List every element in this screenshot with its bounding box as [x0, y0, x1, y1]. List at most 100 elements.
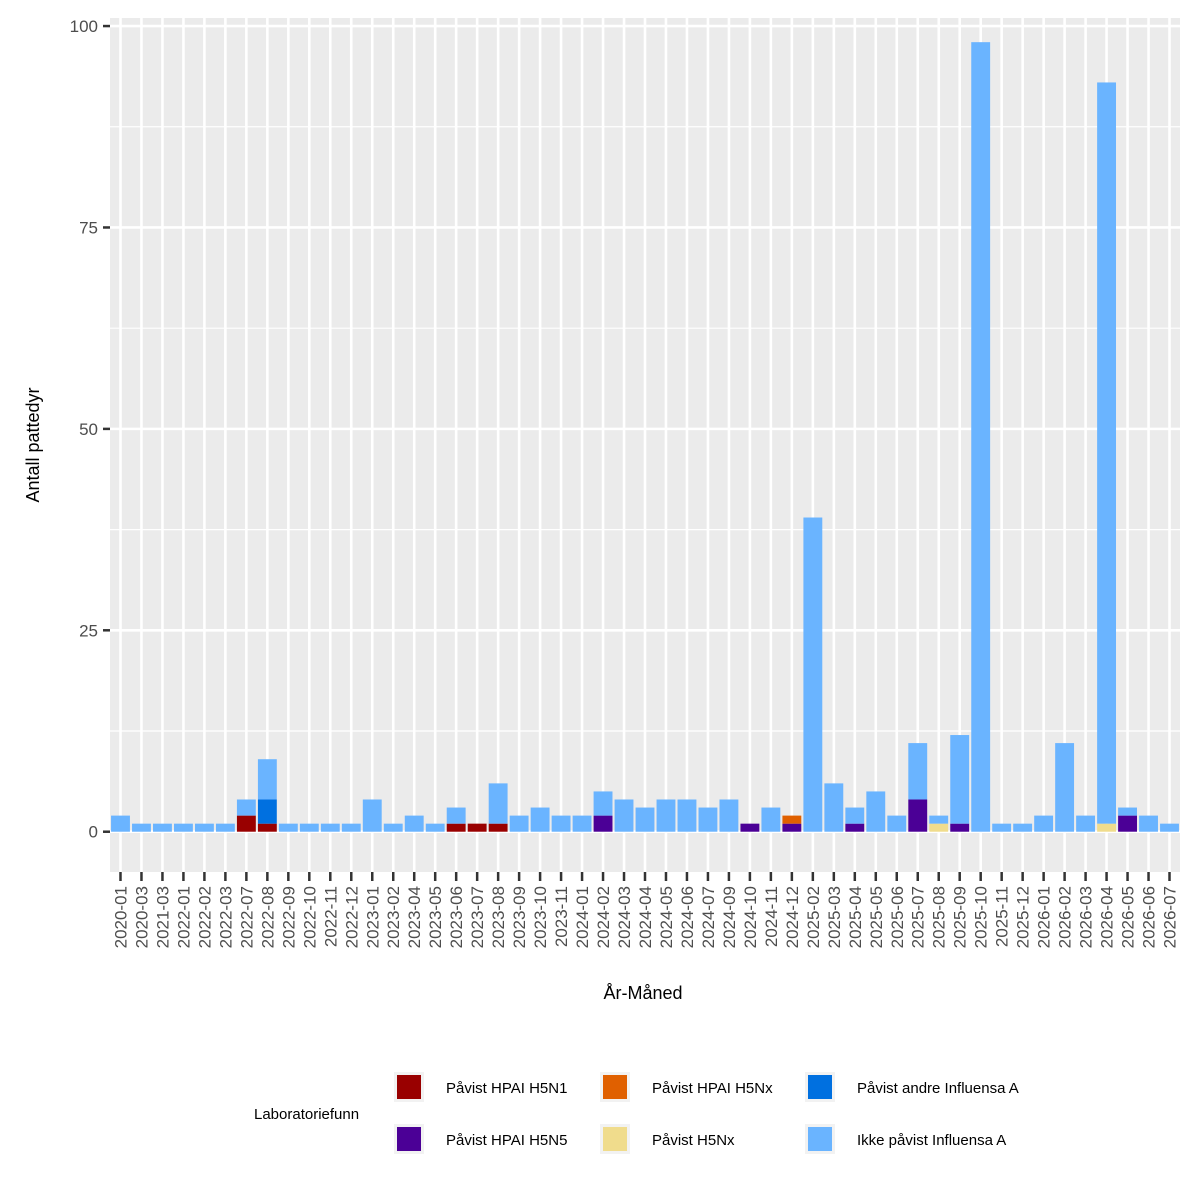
bar-segment: [971, 42, 991, 832]
x-tick-label: 2023-09: [510, 886, 529, 948]
x-tick-label: 2022-02: [195, 886, 214, 948]
bar-segment: [761, 807, 781, 832]
bar-segment: [929, 815, 949, 824]
bar-segment: [215, 823, 235, 832]
bar-segment: [845, 823, 865, 832]
bar-segment: [236, 815, 256, 832]
bars: [111, 42, 1179, 832]
bar-segment: [341, 823, 361, 832]
bar-segment: [635, 807, 655, 832]
x-tick-label: 2022-10: [300, 886, 319, 948]
x-tick-label: 2020-03: [132, 886, 151, 948]
x-tick-label: 2025-08: [930, 886, 949, 948]
bar-segment: [887, 815, 907, 832]
bar-segment: [593, 791, 613, 816]
bar-segment: [299, 823, 319, 832]
bar-segment: [257, 759, 277, 800]
x-tick-label: 2022-08: [258, 886, 277, 948]
bar-segment: [1055, 743, 1075, 832]
bar-segment: [719, 799, 739, 832]
x-tick-label: 2026-04: [1098, 886, 1117, 948]
bar-segment: [362, 799, 382, 832]
y-axis-title: Antall pattedyr: [23, 387, 43, 502]
x-tick-label: 2024-02: [594, 886, 613, 948]
bar-segment: [488, 823, 508, 832]
x-tick-label: 2026-03: [1077, 886, 1096, 948]
x-tick-label: 2023-01: [363, 886, 382, 948]
x-tick-label: 2025-09: [951, 886, 970, 948]
y-tick-label: 75: [79, 218, 98, 237]
bar-segment: [1013, 823, 1033, 832]
x-tick-label: 2024-01: [573, 886, 592, 948]
x-tick-label: 2024-03: [615, 886, 634, 948]
x-tick-label: 2026-07: [1161, 886, 1180, 948]
bar-segment: [1097, 82, 1117, 824]
x-tick-label: 2024-09: [720, 886, 739, 948]
bar-segment: [278, 823, 298, 832]
bar-segment: [992, 823, 1012, 832]
bar-segment: [824, 783, 844, 832]
x-tick-label: 2025-12: [1014, 886, 1033, 948]
x-tick-label: 2025-11: [993, 886, 1012, 947]
x-tick-label: 2023-04: [405, 886, 424, 948]
y-tick-label: 50: [79, 420, 98, 439]
bar-segment: [845, 807, 865, 824]
x-tick-label: 2025-02: [804, 886, 823, 948]
x-tick-label: 2024-10: [741, 886, 760, 948]
x-tick-label: 2022-01: [174, 886, 193, 948]
bar-segment: [740, 823, 760, 832]
legend-swatch: [808, 1127, 832, 1151]
x-tick-label: 2025-07: [909, 886, 928, 948]
x-tick-label: 2026-01: [1035, 886, 1054, 948]
x-tick-label: 2024-12: [783, 886, 802, 948]
bar-segment: [236, 799, 256, 816]
legend-label: Påvist H5Nx: [652, 1132, 735, 1149]
x-axis-title: År-Måned: [603, 983, 682, 1003]
bar-segment: [1034, 815, 1054, 832]
x-tick-label: 2022-11: [321, 886, 340, 947]
bar-segment: [509, 815, 529, 832]
bar-segment: [593, 815, 613, 832]
legend-label: Påvist HPAI H5Nx: [652, 1080, 773, 1097]
x-tick-label: 2024-06: [678, 886, 697, 948]
bar-segment: [153, 823, 172, 832]
x-tick-label: 2022-03: [216, 886, 235, 948]
bar-segment: [1139, 815, 1158, 832]
legend-swatch: [603, 1127, 627, 1151]
legend-title: Laboratoriefunn: [254, 1106, 359, 1123]
legend-label: Ikke påvist Influensa A: [857, 1132, 1006, 1149]
x-tick-label: 2025-10: [972, 886, 991, 948]
y-axis: 0 25 50 75 100: [70, 17, 110, 842]
bar-segment: [132, 823, 151, 832]
bar-segment: [194, 823, 214, 832]
bar-segment: [446, 823, 466, 832]
bar-segment: [257, 799, 277, 824]
grid-lines: [110, 18, 1180, 872]
legend-label: Påvist HPAI H5N1: [446, 1080, 567, 1097]
x-tick-label: 2025-03: [825, 886, 844, 948]
y-tick-label: 100: [70, 17, 98, 36]
bar-segment: [929, 823, 949, 832]
x-tick-label: 2026-06: [1140, 886, 1159, 948]
x-tick-label: 2023-08: [489, 886, 508, 948]
bar-segment: [173, 823, 193, 832]
bar-segment: [782, 823, 802, 832]
legend-label: Påvist andre Influensa A: [857, 1080, 1019, 1097]
x-tick-label: 2025-06: [888, 886, 907, 948]
bar-segment: [656, 799, 676, 832]
bar-segment: [551, 815, 571, 832]
bar-segment: [782, 815, 802, 824]
bar-segment: [1118, 815, 1137, 832]
legend-swatch: [397, 1075, 421, 1099]
x-tick-label: 2024-04: [636, 886, 655, 948]
y-tick-label: 25: [79, 621, 98, 640]
x-tick-label: 2025-05: [867, 886, 886, 948]
bar-segment: [572, 815, 592, 832]
y-tick-label: 0: [89, 823, 98, 842]
bar-segment: [950, 823, 970, 832]
legend-swatch: [603, 1075, 627, 1099]
bar-segment: [111, 815, 130, 832]
x-tick-label: 2023-02: [384, 886, 403, 948]
bar-segment: [677, 799, 697, 832]
